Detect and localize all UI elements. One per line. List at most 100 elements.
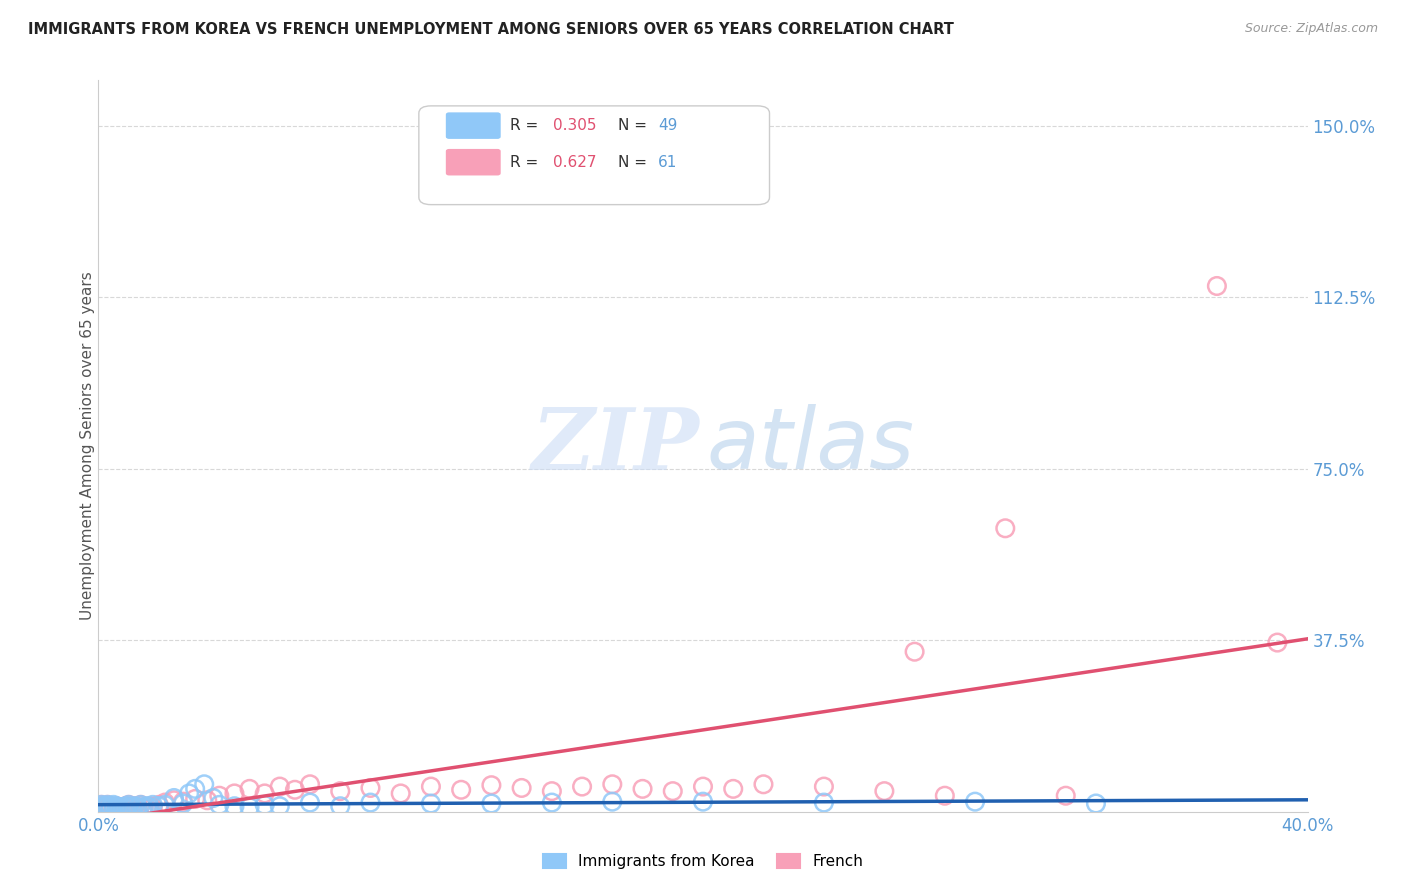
Point [329, 799, 352, 814]
Point [389, 787, 412, 801]
Point [1267, 635, 1289, 649]
Point [239, 781, 262, 796]
Point [100, 799, 122, 814]
Point [100, 800, 122, 814]
Point [90, 797, 112, 812]
Point [93, 799, 115, 814]
Point [96, 797, 118, 812]
Point [1085, 797, 1108, 811]
Point [118, 800, 141, 814]
Point [224, 799, 246, 814]
Point [108, 800, 131, 814]
Point [103, 797, 125, 812]
Point [965, 795, 987, 809]
Point [121, 800, 143, 814]
Point [93, 800, 115, 814]
Point [100, 800, 122, 814]
FancyBboxPatch shape [447, 150, 501, 175]
Point [148, 799, 170, 814]
Text: R =: R = [509, 154, 543, 169]
Point [360, 796, 382, 810]
Point [100, 799, 122, 814]
Point [360, 780, 382, 795]
Point [163, 791, 186, 805]
Point [752, 777, 775, 791]
Point [661, 784, 683, 798]
Point [111, 801, 134, 815]
Point [103, 800, 125, 814]
Point [1054, 789, 1077, 803]
Point [118, 797, 141, 812]
Point [224, 787, 246, 801]
Point [105, 799, 128, 814]
Text: 61: 61 [658, 154, 678, 169]
Point [114, 799, 136, 814]
Point [202, 791, 225, 805]
Point [93, 800, 115, 814]
Point [114, 799, 136, 814]
Text: IMMIGRANTS FROM KOREA VS FRENCH UNEMPLOYMENT AMONG SENIORS OVER 65 YEARS CORRELA: IMMIGRANTS FROM KOREA VS FRENCH UNEMPLOY… [28, 22, 955, 37]
Point [142, 800, 165, 814]
Point [813, 796, 835, 810]
Point [994, 521, 1017, 535]
Point [96, 800, 118, 814]
Legend: Immigrants from Korea, French: Immigrants from Korea, French [537, 848, 869, 875]
Point [127, 800, 149, 814]
Point [121, 800, 143, 814]
Point [602, 795, 624, 809]
Point [813, 780, 835, 794]
Point [510, 780, 533, 795]
Point [299, 777, 322, 791]
Point [96, 800, 118, 814]
Point [420, 780, 443, 794]
Point [208, 789, 231, 803]
Point [450, 782, 472, 797]
Point [90, 800, 112, 814]
Text: Source: ZipAtlas.com: Source: ZipAtlas.com [1244, 22, 1378, 36]
Point [195, 793, 218, 807]
Point [139, 800, 162, 814]
Point [299, 796, 322, 810]
Point [873, 784, 896, 798]
Point [269, 780, 291, 794]
Text: atlas: atlas [707, 404, 915, 488]
Point [108, 800, 131, 814]
Point [540, 796, 562, 810]
Point [129, 797, 152, 812]
Point [692, 780, 714, 794]
Text: ZIP: ZIP [531, 404, 699, 488]
Text: R =: R = [509, 118, 543, 133]
Point [481, 797, 503, 811]
Point [105, 800, 128, 814]
Text: 0.305: 0.305 [553, 118, 596, 133]
Point [420, 797, 443, 811]
Point [172, 795, 194, 809]
Point [172, 797, 194, 811]
Point [904, 645, 927, 659]
Point [127, 800, 149, 814]
Point [253, 787, 276, 801]
Point [135, 801, 157, 815]
Text: 0.627: 0.627 [553, 154, 596, 169]
Point [571, 780, 593, 794]
Point [934, 789, 956, 803]
Point [132, 800, 155, 814]
Point [139, 799, 162, 814]
Text: N =: N = [619, 118, 652, 133]
Point [96, 797, 118, 812]
Point [153, 796, 176, 810]
Point [193, 777, 215, 791]
Point [540, 784, 562, 798]
Text: 49: 49 [658, 118, 678, 133]
Point [124, 799, 146, 814]
FancyBboxPatch shape [447, 113, 501, 138]
Point [118, 797, 141, 812]
Point [184, 792, 207, 806]
Point [111, 800, 134, 814]
Point [253, 797, 276, 812]
Point [184, 781, 207, 796]
Point [208, 797, 231, 812]
Point [148, 797, 170, 812]
Y-axis label: Unemployment Among Seniors over 65 years: Unemployment Among Seniors over 65 years [80, 272, 94, 620]
Point [124, 799, 146, 814]
